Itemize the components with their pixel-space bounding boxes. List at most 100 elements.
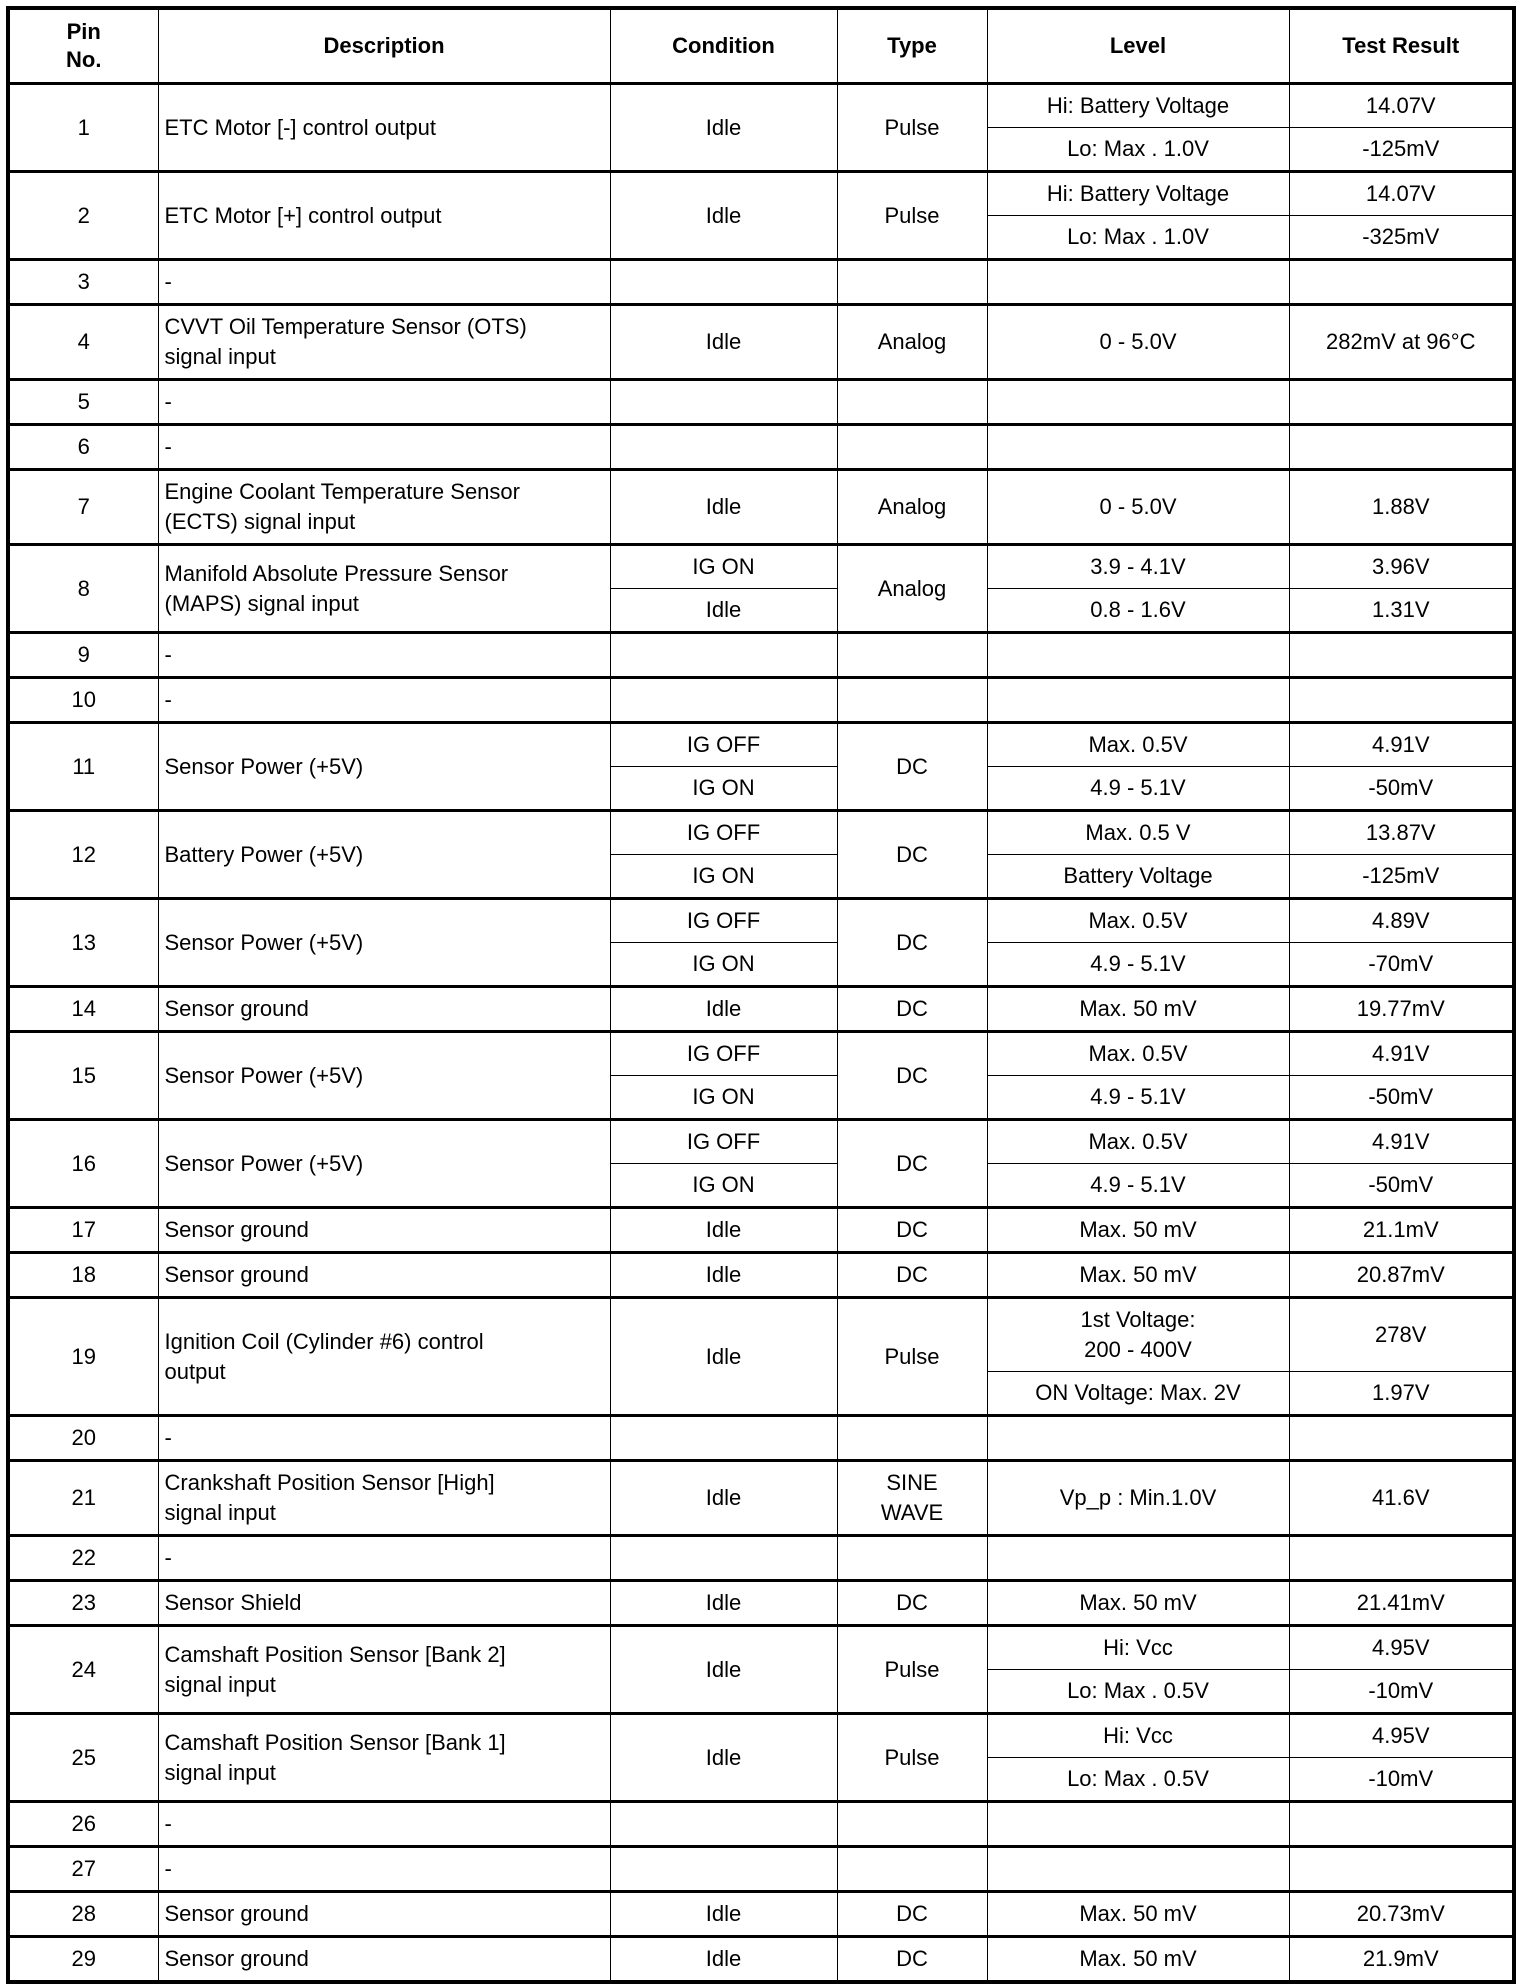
description: Battery Power (+5V) xyxy=(157,809,611,899)
description: Sensor Power (+5V) xyxy=(157,1118,611,1208)
level: 0.8 - 1.6V xyxy=(986,588,1290,633)
table-row: IG ON 4.9 - 5.1V -50mV xyxy=(8,1075,1515,1120)
type: DC xyxy=(836,897,988,987)
type xyxy=(836,378,988,425)
type: DC xyxy=(836,1935,988,1983)
test-result: 4.89V xyxy=(1288,897,1515,943)
table-row: Lo: Max . 0.5V -10mV xyxy=(8,1669,1515,1714)
description: Crankshaft Position Sensor [High] signal… xyxy=(157,1459,611,1536)
description: Manifold Absolute Pressure Sensor (MAPS)… xyxy=(157,543,611,633)
type xyxy=(836,1845,988,1892)
pin-number: 15 xyxy=(7,1030,159,1120)
type xyxy=(836,631,988,678)
description: Sensor Power (+5V) xyxy=(157,897,611,987)
level: Hi: Battery Voltage xyxy=(986,170,1290,216)
table-row: IG ON 4.9 - 5.1V -70mV xyxy=(8,942,1515,987)
test-result xyxy=(1288,1414,1515,1461)
level: Max. 0.5V xyxy=(986,897,1290,943)
condition: IG ON xyxy=(609,543,838,589)
description: - xyxy=(157,1414,611,1461)
condition xyxy=(609,1845,838,1892)
pin-number: 29 xyxy=(7,1935,159,1983)
table-row: 15 Sensor Power (+5V) IG OFF DC Max. 0.5V 4.9… xyxy=(7,1030,1515,1120)
condition: Idle xyxy=(609,303,838,380)
level: 4.9 - 5.1V xyxy=(986,766,1290,811)
pin-number: 11 xyxy=(7,721,159,811)
test-result: 21.1mV xyxy=(1288,1206,1515,1253)
condition: IG ON xyxy=(609,1075,838,1120)
condition: Idle xyxy=(609,82,838,172)
header-description: Description xyxy=(157,7,611,84)
description: Camshaft Position Sensor [Bank 2] signal… xyxy=(157,1624,611,1714)
condition: IG OFF xyxy=(609,897,838,943)
level: Lo: Max . 0.5V xyxy=(986,1757,1290,1802)
pin-number: 13 xyxy=(7,897,159,987)
description: Sensor ground xyxy=(157,1890,611,1937)
pin-number: 7 xyxy=(7,468,159,545)
header-pin-no: Pin No. xyxy=(7,7,159,84)
condition: Idle xyxy=(609,1935,838,1983)
type: DC xyxy=(836,1890,988,1937)
table-row: 19 Ignition Coil (Cylinder #6) control ou… xyxy=(7,1296,1515,1416)
header-test-result: Test Result xyxy=(1288,7,1515,84)
table-row: 20- xyxy=(7,1414,1515,1461)
header-row: Pin No. Description Condition Type Level… xyxy=(7,7,1515,84)
condition xyxy=(609,423,838,470)
condition: Idle xyxy=(609,468,838,545)
test-result: 41.6V xyxy=(1288,1459,1515,1536)
level: Hi: Vcc xyxy=(986,1712,1290,1758)
table-row: Idle 0.8 - 1.6V 1.31V xyxy=(8,588,1515,633)
condition: Idle xyxy=(609,1459,838,1536)
description: - xyxy=(157,1534,611,1581)
test-result xyxy=(1288,631,1515,678)
test-result: 14.07V xyxy=(1288,170,1515,216)
test-result xyxy=(1288,423,1515,470)
pin-number: 14 xyxy=(7,985,159,1032)
pin-number: 18 xyxy=(7,1251,159,1298)
test-result: 278V xyxy=(1288,1296,1515,1372)
type: Pulse xyxy=(836,1712,988,1802)
description: Sensor ground xyxy=(157,985,611,1032)
type xyxy=(836,676,988,723)
level: Max. 50 mV xyxy=(986,1206,1290,1253)
type: DC xyxy=(836,1579,988,1626)
header-type: Type xyxy=(836,7,988,84)
condition: Idle xyxy=(609,1296,838,1416)
test-result: -10mV xyxy=(1288,1757,1515,1802)
condition: Idle xyxy=(609,1579,838,1626)
level: 0 - 5.0V xyxy=(986,468,1290,545)
test-result: -125mV xyxy=(1288,127,1515,172)
test-result: 21.41mV xyxy=(1288,1579,1515,1626)
level: 4.9 - 5.1V xyxy=(986,1075,1290,1120)
level: Hi: Battery Voltage xyxy=(986,82,1290,128)
type: DC xyxy=(836,1206,988,1253)
table-row: 27- xyxy=(7,1845,1515,1892)
type xyxy=(836,1534,988,1581)
level: Lo: Max . 1.0V xyxy=(986,215,1290,260)
level: Hi: Vcc xyxy=(986,1624,1290,1670)
table-row: 8 Manifold Absolute Pressure Sensor (MAPS… xyxy=(7,543,1515,633)
type: DC xyxy=(836,721,988,811)
table-row: 23 Sensor Shield Idle DC Max. 50 mV 21.41mV xyxy=(7,1579,1515,1626)
level: Max. 0.5 V xyxy=(986,809,1290,855)
level xyxy=(986,631,1290,678)
level: Max. 50 mV xyxy=(986,1935,1290,1983)
level: Lo: Max . 1.0V xyxy=(986,127,1290,172)
pin-number: 1 xyxy=(7,82,159,172)
condition: Idle xyxy=(609,1624,838,1714)
level: 4.9 - 5.1V xyxy=(986,1163,1290,1208)
level: Vp_p : Min.1.0V xyxy=(986,1459,1290,1536)
pin-number: 16 xyxy=(7,1118,159,1208)
type: Analog xyxy=(836,468,988,545)
test-result: -325mV xyxy=(1288,215,1515,260)
test-result: 14.07V xyxy=(1288,82,1515,128)
description: Sensor ground xyxy=(157,1935,611,1983)
level xyxy=(986,676,1290,723)
type: Pulse xyxy=(836,1624,988,1714)
condition: Idle xyxy=(609,1251,838,1298)
condition: Idle xyxy=(609,1712,838,1802)
description: Sensor ground xyxy=(157,1251,611,1298)
table-row: 6- xyxy=(7,423,1515,470)
table-row: 16 Sensor Power (+5V) IG OFF DC Max. 0.5V 4.9… xyxy=(7,1118,1515,1208)
condition: Idle xyxy=(609,1206,838,1253)
